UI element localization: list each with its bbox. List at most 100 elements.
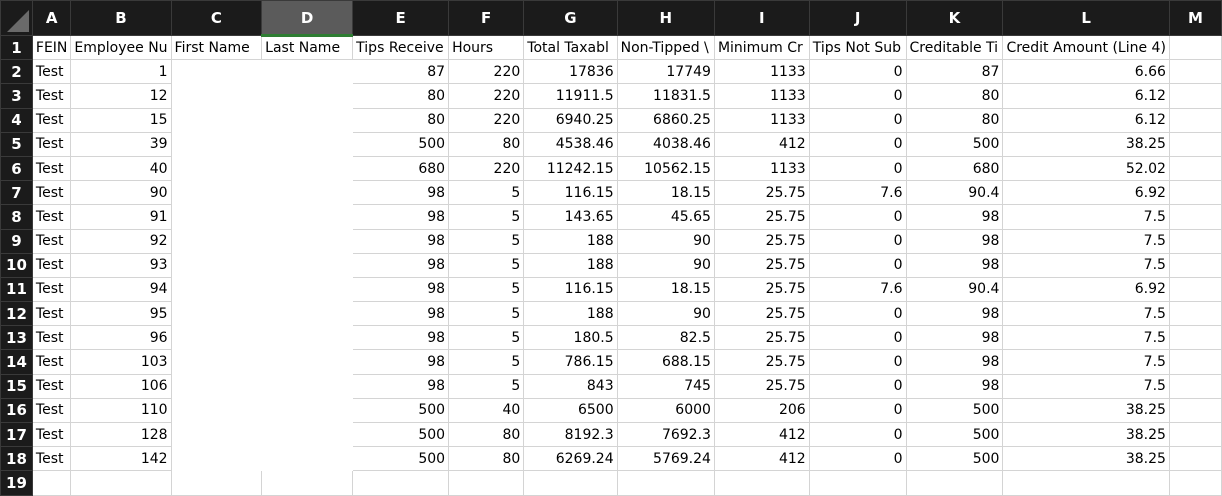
cell-m13[interactable] bbox=[1168, 325, 1222, 351]
row-header-6[interactable]: 6 bbox=[0, 155, 33, 182]
cell-l17[interactable]: 38.25 bbox=[1002, 421, 1170, 448]
cell-b7[interactable]: 90 bbox=[70, 180, 172, 206]
cell-b12[interactable]: 95 bbox=[70, 301, 172, 327]
cell-i8[interactable]: 25.75 bbox=[713, 204, 810, 230]
cell-m15[interactable] bbox=[1168, 373, 1222, 399]
header-cell-h1[interactable]: Non-Tipped \ bbox=[616, 34, 715, 61]
cell-d16[interactable] bbox=[261, 397, 354, 424]
cell-m6[interactable] bbox=[1168, 155, 1222, 182]
cell-i18[interactable]: 412 bbox=[713, 446, 810, 472]
cell-empty[interactable] bbox=[1002, 470, 1170, 496]
cell-d14[interactable] bbox=[261, 349, 354, 375]
cell-m12[interactable] bbox=[1168, 301, 1222, 327]
cell-l9[interactable]: 7.5 bbox=[1002, 228, 1170, 254]
cell-d9[interactable] bbox=[261, 228, 354, 254]
cell-h6[interactable]: 10562.15 bbox=[616, 155, 715, 182]
cell-d2[interactable] bbox=[261, 59, 354, 85]
cell-m4[interactable] bbox=[1168, 107, 1222, 133]
cell-c10[interactable] bbox=[170, 252, 263, 278]
cell-g6[interactable]: 11242.15 bbox=[523, 155, 618, 182]
cell-e12[interactable]: 98 bbox=[352, 301, 450, 327]
cell-f9[interactable]: 5 bbox=[448, 228, 525, 254]
cell-a11[interactable]: Test bbox=[31, 276, 72, 303]
cell-j3[interactable]: 0 bbox=[808, 83, 907, 109]
cell-g15[interactable]: 843 bbox=[523, 373, 618, 399]
cell-e16[interactable]: 500 bbox=[352, 397, 450, 424]
row-header-8[interactable]: 8 bbox=[0, 204, 33, 230]
cell-j16[interactable]: 0 bbox=[808, 397, 907, 424]
cell-b18[interactable]: 142 bbox=[70, 446, 172, 472]
select-all-button[interactable] bbox=[0, 0, 33, 36]
cell-c5[interactable] bbox=[170, 131, 263, 157]
cell-f17[interactable]: 80 bbox=[448, 421, 525, 448]
cell-a3[interactable]: Test bbox=[31, 83, 72, 109]
column-header-g[interactable]: G bbox=[523, 0, 618, 36]
cell-e13[interactable]: 98 bbox=[352, 325, 450, 351]
cell-i14[interactable]: 25.75 bbox=[713, 349, 810, 375]
cell-l15[interactable]: 7.5 bbox=[1002, 373, 1170, 399]
row-header-13[interactable]: 13 bbox=[0, 325, 33, 351]
cell-l2[interactable]: 6.66 bbox=[1002, 59, 1170, 85]
cell-c8[interactable] bbox=[170, 204, 263, 230]
cell-k17[interactable]: 500 bbox=[905, 421, 1004, 448]
cell-h17[interactable]: 7692.3 bbox=[616, 421, 715, 448]
row-header-15[interactable]: 15 bbox=[0, 373, 33, 399]
cell-e3[interactable]: 80 bbox=[352, 83, 450, 109]
cell-g11[interactable]: 116.15 bbox=[523, 276, 618, 303]
cell-h15[interactable]: 745 bbox=[616, 373, 715, 399]
cell-d3[interactable] bbox=[261, 83, 354, 109]
cell-empty[interactable] bbox=[170, 470, 263, 496]
cell-h10[interactable]: 90 bbox=[616, 252, 715, 278]
cell-f14[interactable]: 5 bbox=[448, 349, 525, 375]
cell-a16[interactable]: Test bbox=[31, 397, 72, 424]
cell-d5[interactable] bbox=[261, 131, 354, 157]
header-cell-j1[interactable]: Tips Not Sub bbox=[808, 34, 907, 61]
cell-a2[interactable]: Test bbox=[31, 59, 72, 85]
cell-m17[interactable] bbox=[1168, 421, 1222, 448]
cell-b5[interactable]: 39 bbox=[70, 131, 172, 157]
cell-j10[interactable]: 0 bbox=[808, 252, 907, 278]
cell-e9[interactable]: 98 bbox=[352, 228, 450, 254]
cell-j11[interactable]: 7.6 bbox=[808, 276, 907, 303]
cell-a4[interactable]: Test bbox=[31, 107, 72, 133]
cell-i3[interactable]: 1133 bbox=[713, 83, 810, 109]
cell-a6[interactable]: Test bbox=[31, 155, 72, 182]
cell-d17[interactable] bbox=[261, 421, 354, 448]
cell-h3[interactable]: 11831.5 bbox=[616, 83, 715, 109]
cell-j15[interactable]: 0 bbox=[808, 373, 907, 399]
cell-i16[interactable]: 206 bbox=[713, 397, 810, 424]
cell-h16[interactable]: 6000 bbox=[616, 397, 715, 424]
cell-j18[interactable]: 0 bbox=[808, 446, 907, 472]
cell-g18[interactable]: 6269.24 bbox=[523, 446, 618, 472]
cell-k12[interactable]: 98 bbox=[905, 301, 1004, 327]
cell-g17[interactable]: 8192.3 bbox=[523, 421, 618, 448]
cell-c12[interactable] bbox=[170, 301, 263, 327]
cell-h12[interactable]: 90 bbox=[616, 301, 715, 327]
cell-c3[interactable] bbox=[170, 83, 263, 109]
cell-m5[interactable] bbox=[1168, 131, 1222, 157]
row-header-12[interactable]: 12 bbox=[0, 301, 33, 327]
cell-l7[interactable]: 6.92 bbox=[1002, 180, 1170, 206]
cell-c6[interactable] bbox=[170, 155, 263, 182]
cell-j12[interactable]: 0 bbox=[808, 301, 907, 327]
cell-m3[interactable] bbox=[1168, 83, 1222, 109]
column-header-l[interactable]: L bbox=[1002, 0, 1170, 36]
row-header-2[interactable]: 2 bbox=[0, 59, 33, 85]
cell-h4[interactable]: 6860.25 bbox=[616, 107, 715, 133]
cell-f3[interactable]: 220 bbox=[448, 83, 525, 109]
cell-f11[interactable]: 5 bbox=[448, 276, 525, 303]
cell-i4[interactable]: 1133 bbox=[713, 107, 810, 133]
cell-b8[interactable]: 91 bbox=[70, 204, 172, 230]
column-header-h[interactable]: H bbox=[616, 0, 715, 36]
cell-h18[interactable]: 5769.24 bbox=[616, 446, 715, 472]
cell-k11[interactable]: 90.4 bbox=[905, 276, 1004, 303]
row-header-3[interactable]: 3 bbox=[0, 83, 33, 109]
cell-a9[interactable]: Test bbox=[31, 228, 72, 254]
header-cell-m1[interactable] bbox=[1168, 34, 1222, 61]
cell-h2[interactable]: 17749 bbox=[616, 59, 715, 85]
cell-d8[interactable] bbox=[261, 204, 354, 230]
cell-j13[interactable]: 0 bbox=[808, 325, 907, 351]
cell-f6[interactable]: 220 bbox=[448, 155, 525, 182]
row-header-1[interactable]: 1 bbox=[0, 34, 33, 61]
column-header-i[interactable]: I bbox=[713, 0, 810, 36]
